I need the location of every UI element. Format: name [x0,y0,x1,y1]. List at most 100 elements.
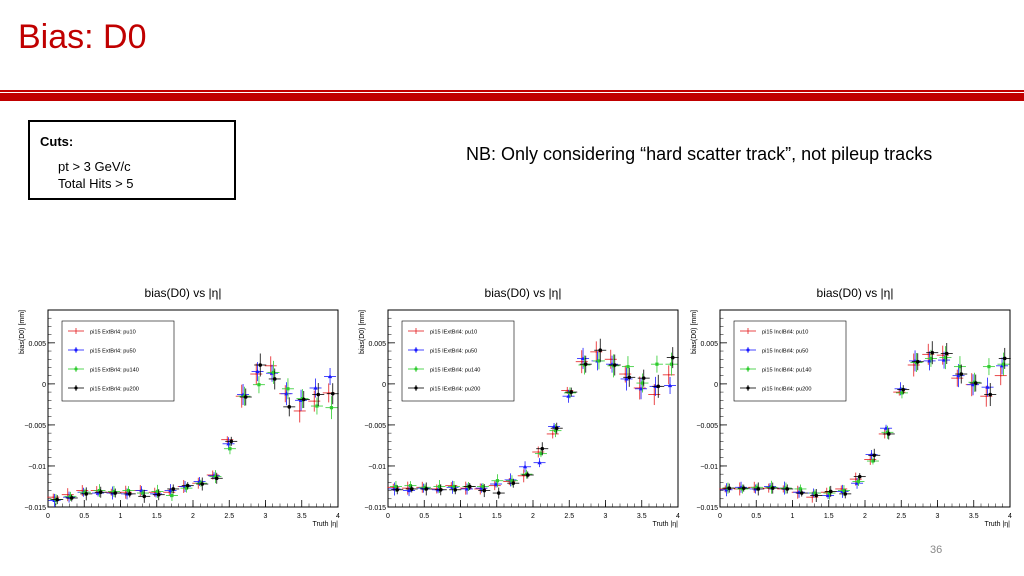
data-point [315,404,319,408]
data-point [406,488,412,493]
title-divider [0,90,1024,101]
y-axis-label: bias(D0) [mm] [19,310,26,354]
data-point [214,476,219,481]
data-point [184,486,189,490]
data-point [609,358,612,361]
x-tick-label: 4 [336,513,340,520]
data-point [840,488,843,490]
data-point [68,494,73,498]
data-point [155,489,160,494]
data-point [286,387,290,391]
legend-marker [74,367,78,371]
data-point [481,484,485,489]
data-point [255,369,260,374]
legend-label: pi15 ExtBrl4: pu140 [90,367,139,373]
data-point [943,356,948,360]
y-tick-label: 0.005 [28,341,46,348]
data-point [438,487,443,492]
data-point [553,429,558,433]
data-point [66,493,69,496]
y-axis-label: bias(D0) [mm] [691,310,698,354]
data-point [827,491,832,495]
data-point [453,487,458,492]
x-tick-label: 2.5 [564,513,574,520]
data-point [525,473,530,477]
data-point [522,475,525,477]
data-point [624,373,627,375]
legend-marker [746,367,750,371]
series-0 [719,343,1007,503]
legend-label: pi15 ExtBrl4: pu50 [90,348,136,354]
page-number: 36 [930,544,943,556]
x-tick-label: 2 [191,513,195,520]
data-point [510,479,514,483]
data-point [857,474,862,479]
data-point [999,374,1002,377]
x-axis-label: Truth |η| [312,521,338,528]
data-point [612,363,617,367]
legend-label: pi15 InclBrl4: pu10 [762,329,808,335]
x-axis-label: Truth |η| [652,521,678,528]
x-tick-label: 2.5 [224,513,234,520]
data-point [97,488,102,493]
data-point [540,446,545,451]
data-point [329,406,334,410]
data-point [409,487,414,491]
data-point [869,458,872,461]
data-point [112,489,116,494]
note-text: NB: Only considering “hard scatter track… [466,144,933,164]
data-point [667,383,673,388]
x-tick-label: 1.5 [152,513,162,520]
data-point [200,482,205,486]
data-point [915,359,920,364]
legend-label: pi15 IExtBrl4: pu10 [430,329,477,335]
data-point [569,390,574,394]
legend-box [733,320,847,402]
data-point [927,353,930,356]
x-tick-label: 3 [264,513,268,520]
data-point [814,493,819,498]
data-point [566,389,569,392]
x-tick-label: 1 [459,513,463,520]
x-tick-label: 1.5 [492,513,502,520]
slide-title: Bias: D0 [18,18,147,56]
data-point [756,487,761,491]
data-point [257,383,261,387]
data-point [228,447,232,451]
chart-title: bias(D0) vs |η| [145,286,222,300]
data-point [958,365,962,369]
data-point [258,363,263,367]
data-point [624,376,629,381]
data-point [394,484,398,489]
data-point [641,376,646,380]
data-point [669,362,674,366]
data-point [153,491,156,494]
y-tick-label: 0 [42,382,46,389]
y-tick-label: −0.015 [364,505,386,512]
data-point [656,384,661,389]
y-tick-label: −0.015 [696,505,718,512]
data-point [856,479,861,484]
plot-inclbrl4: bias(D0) vs |η| 0.005 0 −0.005 −0.01 −0.015 0 0… [684,270,1024,532]
data-point [406,487,409,489]
y-tick-label: −0.005 [696,423,718,430]
data-point [828,489,833,494]
x-tick-label: 2.5 [896,513,906,520]
divider-thin-line [0,90,1024,92]
legend-label: pi15 IExtBrl4: pu50 [430,348,477,354]
x-tick-label: 3.5 [297,513,307,520]
x-tick-label: 2 [531,513,535,520]
data-point [554,426,559,430]
x-tick-label: 0.5 [79,513,89,520]
series-3 [723,341,1011,503]
data-point [985,384,990,389]
chart-legend: pi15 InclBrl4: pu10 pi15 InclBrl4: pu50 pi… [733,320,847,402]
data-point [667,374,670,376]
x-tick-label: 1 [119,513,123,520]
x-tick-label: 0 [386,513,390,520]
series-1 [720,350,1009,500]
data-point [627,375,632,380]
data-point [988,392,993,397]
data-point [741,486,746,490]
